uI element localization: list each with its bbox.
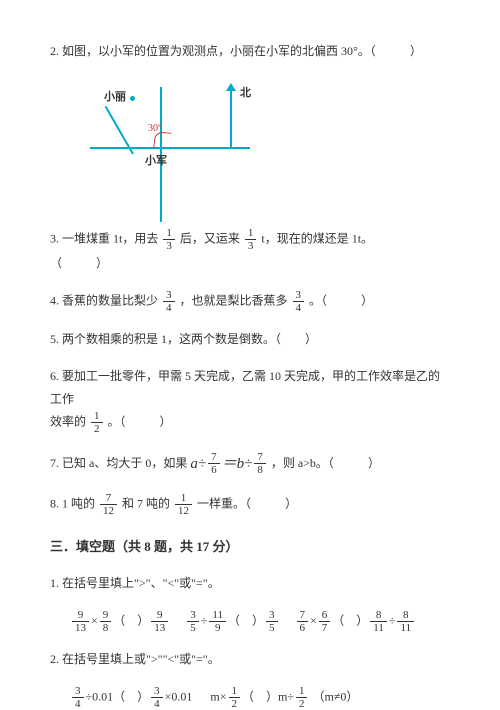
q4-d: ）: [361, 293, 373, 307]
f1e3f4: 811: [397, 609, 414, 634]
q8-c: 一样重。（: [197, 496, 251, 510]
fill-2-intro: 2. 在括号里填上或">""<"或"="。: [50, 648, 450, 671]
question-7: 7. 已知 a、均大于 0，如果 a÷76＝b÷78 ，则 a>b。（ ）: [50, 450, 450, 479]
f1e3f3: 811: [370, 609, 387, 634]
q8-d: ）: [285, 496, 297, 510]
f1e3p: （ ）: [332, 613, 368, 627]
q7-blank: [337, 456, 365, 470]
f2e1f1: 34: [72, 685, 84, 710]
q8-a: 8. 1 吨的: [50, 496, 95, 510]
fill-1-intro: 1. 在括号里填上">"、"<"或"="。: [50, 572, 450, 595]
f1e3op: ×: [310, 613, 317, 627]
f1e2f2: 119: [209, 609, 226, 634]
q8-b: 和 7 吨的: [122, 496, 170, 510]
q7-eq: ＝: [222, 456, 237, 472]
question-3: 3. 一堆煤重 1t，用去 13 后，又运来 13 t，现在的煤还是 1t。 （…: [50, 227, 450, 275]
f2e2b: m÷: [278, 689, 294, 703]
f2e2f2: 12: [296, 685, 308, 710]
f1e3f1: 76: [297, 609, 309, 634]
q7-a: 7. 已知 a、均大于 0，如果: [50, 456, 187, 470]
label-xiaojun: 小军: [145, 151, 167, 172]
f1e1f2: 98: [100, 609, 112, 634]
label-angle: 30°: [148, 119, 162, 138]
question-8: 8. 1 吨的 712 和 7 吨的 112 一样重。（ ）: [50, 492, 450, 517]
f2e1a: ÷0.01: [86, 689, 114, 703]
q4-c: 。（: [309, 293, 327, 307]
q7-b: ，则 a>b。（: [271, 456, 334, 470]
f1e1op: ×: [91, 613, 98, 627]
question-4: 4. 香蕉的数量比梨少 34 ，也就是梨比香蕉多 34 。（ ）: [50, 289, 450, 314]
f2e1f2: 34: [151, 685, 163, 710]
q6-d: ）: [160, 415, 172, 429]
q4-frac1: 34: [163, 289, 175, 314]
f2e1p: （ ）: [113, 689, 149, 703]
q6-blank: [129, 415, 157, 429]
q2-blank: [379, 44, 407, 58]
q3-frac2: 13: [245, 227, 257, 252]
q7-div1: ÷: [198, 456, 206, 472]
question-5: 5. 两个数相乘的积是 1，这两个数是倒数。（ ）: [50, 328, 450, 351]
f2e2c: （m≠0）: [312, 689, 358, 703]
q7-div2: ÷: [244, 456, 252, 472]
q3-e: ）: [96, 256, 108, 270]
q2-text-b: ）: [410, 44, 422, 58]
label-north: 北: [240, 83, 251, 104]
f1e2op: ÷: [201, 613, 208, 627]
f2e2p: （ ）: [242, 689, 278, 703]
f1e2f1: 35: [187, 609, 199, 634]
q7-var-a: a: [190, 456, 198, 472]
q6-c: 。（: [108, 415, 126, 429]
f1e3f2: 67: [319, 609, 331, 634]
q8-frac2: 112: [175, 492, 192, 517]
f1e1f1: 913: [72, 609, 89, 634]
north-arrow-icon: [226, 83, 236, 91]
q8-frac1: 712: [100, 492, 117, 517]
point-xiaoli: [130, 96, 135, 101]
fill-1-expr: 913×98（ ）913 35÷119（ ）35 76×67（ ）811÷811: [70, 609, 450, 634]
f1e2f3: 35: [266, 609, 278, 634]
q4-b: ，也就是梨比香蕉多: [180, 293, 288, 307]
q3-a: 3. 一堆煤重 1t，用去: [50, 231, 158, 245]
f2e2f1: 12: [229, 685, 241, 710]
f1e1p: （ ）: [113, 613, 149, 627]
q6-b: 效率的: [50, 415, 86, 429]
q3-frac1: 13: [163, 227, 175, 252]
q3-d: （: [50, 256, 62, 270]
q8-blank: [254, 496, 282, 510]
q4-blank: [330, 293, 358, 307]
q3-c: t，现在的煤还是 1t。: [261, 231, 373, 245]
q6-frac: 12: [91, 410, 103, 435]
q2-text-a: 2. 如图，以小军的位置为观测点，小丽在小军的北偏西 30°。（: [50, 44, 376, 58]
q3-b: 后，又运来: [180, 231, 240, 245]
q6-a: 6. 要加工一批零件，甲需 5 天完成，乙需 10 天完成，甲的工作效率是乙的工…: [50, 369, 440, 406]
question-2: 2. 如图，以小军的位置为观测点，小丽在小军的北偏西 30°。（ ）: [50, 40, 450, 63]
q3-blank: [65, 256, 93, 270]
q7-c: ）: [368, 456, 380, 470]
north-line: [230, 87, 232, 147]
q7-frac1: 76: [208, 451, 220, 476]
f1e3op2: ÷: [389, 613, 396, 627]
f1e2p: （ ）: [228, 613, 264, 627]
f2e1b: ×0.01: [165, 689, 193, 703]
diagram: 小丽 北 小军 30°: [80, 77, 260, 217]
q7-frac2: 78: [254, 451, 266, 476]
f2e2a: m×: [210, 689, 226, 703]
q4-a: 4. 香蕉的数量比梨少: [50, 293, 158, 307]
question-6: 6. 要加工一批零件，甲需 5 天完成，乙需 10 天完成，甲的工作效率是乙的工…: [50, 365, 450, 436]
q7-var-b: b: [237, 456, 245, 472]
fill-2-expr: 34÷0.01（ ）34×0.01 m×12（ ）m÷12 （m≠0）: [70, 685, 450, 710]
f1e1f3: 913: [151, 609, 168, 634]
label-xiaoli: 小丽: [104, 87, 126, 108]
section-3-title: 三．填空题（共 8 题，共 17 分）: [50, 535, 450, 560]
q4-frac2: 34: [293, 289, 305, 314]
